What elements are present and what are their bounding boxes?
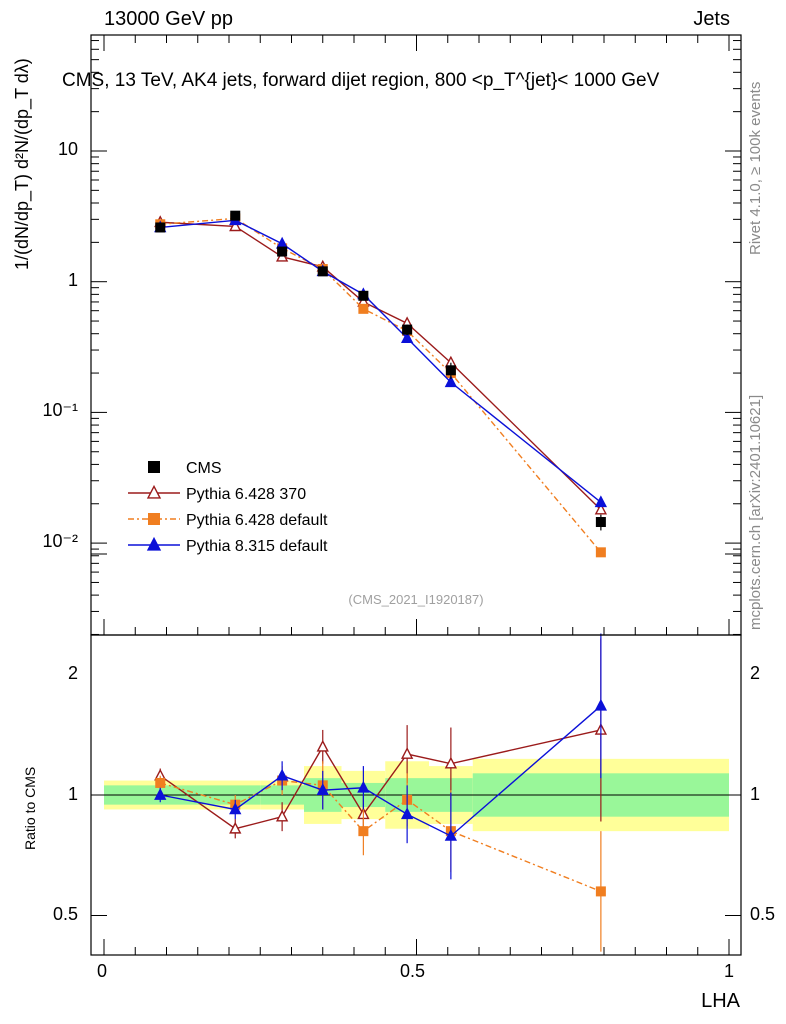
ratio-point-0-6 <box>444 756 458 769</box>
legend-marker-cms <box>148 461 160 473</box>
legend-marker-1 <box>148 513 160 525</box>
legend-marker-2 <box>146 536 162 551</box>
ratio-point-2-5 <box>400 807 414 820</box>
y-axis-label: 1/(dN/dp_T) d²N/(dp_T dλ) <box>12 58 32 270</box>
ratio-point-2-6 <box>444 828 458 841</box>
legend-label-0: Pythia 6.428 370 <box>186 486 306 503</box>
series-point-2-7 <box>594 495 608 508</box>
header-energy-label: 13000 GeV pp <box>104 8 233 30</box>
ratio-line-1 <box>160 779 602 893</box>
cms-point-5 <box>402 324 413 335</box>
series-point-2-5 <box>400 331 414 343</box>
cms-point-0 <box>155 222 166 233</box>
series-point-0-7 <box>594 502 608 515</box>
series-point-2-2 <box>275 236 289 249</box>
x-tick-label-1: 1 <box>724 961 735 981</box>
cms-point-3 <box>317 266 328 277</box>
series-point-0-1 <box>229 219 242 232</box>
ratio-point-1-0 <box>155 777 166 788</box>
cms-point-1 <box>230 210 241 221</box>
ratio-point-2-7 <box>594 698 608 711</box>
rivet-version-label: Rivet 4.1.0, ≥ 100k events <box>747 82 764 255</box>
legend-item-cms: CMS <box>148 460 222 477</box>
ratio-point-0-5 <box>400 747 414 759</box>
ratio-point-2-3 <box>316 783 329 796</box>
ratio-point-2-4 <box>357 780 370 793</box>
series-line-2 <box>160 219 602 503</box>
series-point-1-7 <box>595 547 606 558</box>
ratio-point-2-2 <box>275 768 289 781</box>
ratio-tick-label-right-2: 2 <box>750 663 761 683</box>
x-axis-label: LHA <box>701 990 740 1012</box>
y-tick-label-1: 1 <box>67 270 78 290</box>
legend-label-2: Pythia 8.315 default <box>186 538 328 555</box>
ratio-tick-label-left-2: 2 <box>67 663 78 683</box>
y-tick-label-1e-1: 10⁻¹ <box>42 400 78 420</box>
ratio-tick-label-right-1: 1 <box>750 784 761 804</box>
chart-title: CMS, 13 TeV, AK4 jets, forward dijet reg… <box>62 70 660 91</box>
cms-point-2 <box>277 246 288 257</box>
axis-ticks <box>91 35 741 955</box>
legend-item-0: Pythia 6.428 370 <box>128 484 306 503</box>
ratio-point-0-2 <box>275 809 289 822</box>
ratio-point-2-0 <box>154 787 167 800</box>
ratio-point-1-4 <box>358 826 369 837</box>
header-category-label: Jets <box>693 8 730 30</box>
legend-label-1: Pythia 6.428 default <box>186 512 328 529</box>
ratio-line-0 <box>159 729 602 830</box>
ratio-point-0-1 <box>229 821 242 834</box>
cms-point-7 <box>595 517 606 528</box>
series-line-1 <box>160 217 602 553</box>
ratio-plot-frame <box>90 634 742 956</box>
legend-item-1: Pythia 6.428 default <box>128 512 328 529</box>
cms-point-4 <box>358 290 369 301</box>
x-tick-label-0: 0 <box>97 961 108 981</box>
series-point-2-6 <box>444 375 458 388</box>
ratio-tick-label-left-1: 1 <box>67 784 78 804</box>
x-tick-label-0.5: 0.5 <box>400 961 426 981</box>
analysis-watermark: (CMS_2021_I1920187) <box>348 592 483 607</box>
series-line-0 <box>160 221 602 511</box>
legend: CMS Pythia 6.428 370 Pythia 6.428 default P… <box>128 460 328 555</box>
y-tick-label-1e-2: 10⁻² <box>42 531 78 551</box>
ratio-point-2-1 <box>229 802 242 815</box>
legend-marker-0 <box>146 484 162 499</box>
series-layer <box>154 210 608 952</box>
series-point-1-4 <box>358 303 369 314</box>
ratio-tick-label-right-0.5: 0.5 <box>750 904 776 924</box>
mcplots-reference-label: mcplots.cern.ch [arXiv:2401.10621] <box>747 395 764 630</box>
cms-point-6 <box>445 365 456 376</box>
ratio-point-0-3 <box>316 739 329 752</box>
legend-item-2: Pythia 8.315 default <box>128 536 328 555</box>
ratio-line-2 <box>160 705 602 837</box>
ratio-point-1-7 <box>595 886 606 897</box>
legend-label-cms: CMS <box>186 460 222 477</box>
y-tick-label-10: 10 <box>57 139 78 159</box>
ratio-tick-label-left-0.5: 0.5 <box>52 904 78 924</box>
ratio-y-axis-label: Ratio to CMS <box>22 766 38 850</box>
